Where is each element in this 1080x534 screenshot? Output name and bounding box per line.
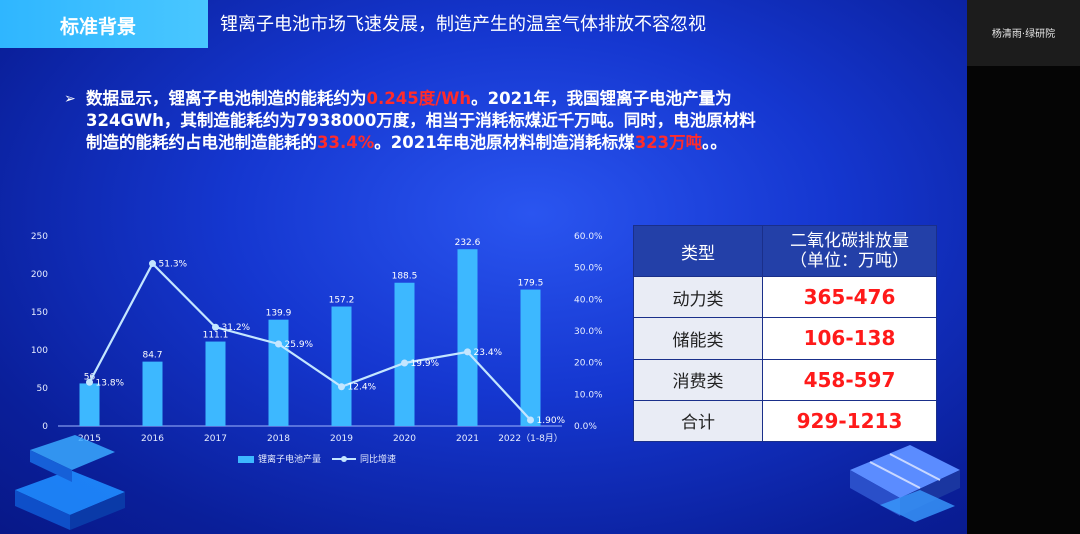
table-header-row: 类型 二氧化碳排放量 （单位：万吨） [633, 225, 937, 277]
x-tick-label: 2016 [141, 434, 164, 444]
emissions-table: 类型 二氧化碳排放量 （单位：万吨） 动力类 365-476 储能类 106-138… [633, 225, 937, 443]
legend-bar-swatch [238, 456, 254, 463]
line-data-label: 31.2% [222, 323, 251, 333]
bar [268, 319, 289, 426]
header-value: 二氧化碳排放量 （单位：万吨） [762, 225, 937, 277]
line-data-label: 12.4% [348, 383, 377, 393]
bullet-text: 。2021年电池原材料制造消耗标煤 [374, 133, 635, 152]
y-tick-label-left: 200 [31, 270, 48, 280]
line-point [464, 348, 471, 356]
header-type: 类型 [633, 225, 763, 277]
line-point [527, 416, 534, 424]
bar-data-label: 188.5 [392, 272, 418, 282]
line-data-label: 19.9% [411, 359, 440, 369]
x-tick-label: 2022（1-8月） [498, 433, 563, 444]
row-value: 929-1213 [762, 399, 937, 443]
row-type: 合计 [633, 399, 763, 443]
bar-data-label: 139.9 [266, 309, 292, 319]
bullet-text: 。2021年，我国锂离子电池产量为 [471, 89, 732, 108]
bar [394, 282, 415, 426]
row-value: 365-476 [762, 275, 937, 319]
bar [142, 361, 163, 426]
line-data-label: 23.4% [474, 348, 503, 358]
bar [457, 249, 478, 426]
row-value: 106-138 [762, 317, 937, 360]
line-point [275, 340, 282, 348]
bullet-arrow-icon: ➢ [64, 91, 76, 107]
production-growth-chart: 0 50 100 150 200 250 0.0% 10.0% 20.0% 30.0% 40.0% 5… [31, 232, 603, 465]
slide-title: 锂离子电池市场飞速发展，制造产生的温室气体排放不容忽视 [220, 14, 706, 35]
y-tick-label-right: 50.0% [574, 264, 603, 274]
bullet-line-2: 324GWh，其制造能耗约为7938000万度，相当于消耗标煤近千万吨。同时，电… [86, 111, 756, 130]
line-data-label: 51.3% [159, 260, 188, 270]
legend-bar-label: 锂离子电池产量 [258, 453, 321, 465]
section-tab-label: 标准背景 [60, 16, 137, 38]
speaker-name: 杨清雨·绿研院 [991, 29, 1056, 40]
bar [331, 306, 352, 426]
y-tick-label-left: 100 [31, 346, 48, 356]
chip-decoration-left-icon [15, 435, 125, 530]
bar-data-label: 157.2 [329, 296, 355, 306]
y-tick-label-right: 10.0% [574, 390, 603, 400]
x-tick-label: 2020 [393, 434, 416, 444]
bullet-text: 。。 [702, 133, 727, 152]
y-tick-label-left: 0 [42, 422, 48, 432]
x-tick-label: 2017 [204, 434, 227, 444]
row-type: 消费类 [633, 358, 763, 401]
line-point [338, 383, 345, 391]
highlight-value: 323万吨 [634, 133, 703, 152]
table-row: 动力类 365-476 [633, 275, 937, 319]
y-tick-label-right: 0.0% [574, 422, 597, 432]
x-tick-label: 2015 [78, 434, 101, 444]
x-tick-label: 2021 [456, 434, 479, 444]
line-point [401, 359, 408, 367]
x-tick-label: 2018 [267, 434, 290, 444]
section-tab: 标准背景 [0, 0, 208, 48]
row-type: 储能类 [633, 317, 763, 360]
bullet-text: 数据显示，锂离子电池制造的能耗约为 [86, 89, 367, 108]
bar-data-label: 111.1 [203, 331, 229, 341]
line-data-label: 25.9% [285, 340, 314, 350]
header-value-line1: 二氧化碳排放量 [790, 231, 909, 251]
battery-decoration-right-icon [850, 445, 960, 522]
y-tick-label-left: 150 [31, 308, 48, 318]
line-point [149, 260, 156, 268]
table-row: 储能类 106-138 [633, 317, 937, 360]
bullet-text: 制造的能耗约占电池制造能耗的 [86, 133, 317, 152]
bar-data-label: 84.7 [142, 351, 162, 361]
highlight-value: 0.245度/Wh [366, 89, 472, 108]
y-tick-label-right: 20.0% [574, 359, 603, 369]
header-value-line2: （单位：万吨） [790, 251, 909, 271]
table-row: 消费类 458-597 [633, 358, 937, 401]
legend-line-marker [341, 456, 347, 462]
y-tick-label-left: 250 [31, 232, 48, 242]
y-tick-label-right: 40.0% [574, 295, 603, 305]
bullet-line-1: 数据显示，锂离子电池制造的能耗约为0.245度/Wh。2021年，我国锂离子电池… [86, 88, 732, 110]
speaker-bar [967, 0, 1080, 66]
growth-line [88, 261, 532, 421]
bar [205, 341, 226, 426]
row-type: 动力类 [633, 275, 763, 319]
bullet-line-3: 制造的能耗约占电池制造能耗的33.4%。2021年电池原材料制造消耗标煤323万… [86, 132, 727, 154]
highlight-value: 33.4% [317, 133, 375, 152]
line-point [212, 323, 219, 331]
line-data-label: 1.90% [537, 416, 566, 426]
line-point [86, 378, 93, 386]
table-row: 合计 929-1213 [633, 399, 937, 443]
x-tick-label: 2019 [330, 434, 353, 444]
line-data-label: 13.8% [96, 378, 125, 388]
bar [520, 289, 541, 426]
bar-data-label: 232.6 [455, 238, 481, 248]
video-sidebar: 杨清雨·绿研院 [967, 0, 1080, 534]
y-tick-label-left: 50 [37, 384, 49, 394]
slide: 标准背景 锂离子电池市场飞速发展，制造产生的温室气体排放不容忽视 ➢ 数据显示，… [0, 0, 967, 534]
bar-data-label: 179.5 [518, 279, 544, 289]
bar [79, 383, 100, 426]
y-tick-label-right: 30.0% [574, 327, 603, 337]
bar-data-label: 56 [84, 372, 96, 382]
legend-line-label: 同比增速 [360, 453, 396, 465]
y-tick-label-right: 60.0% [574, 232, 603, 242]
row-value: 458-597 [762, 358, 937, 401]
